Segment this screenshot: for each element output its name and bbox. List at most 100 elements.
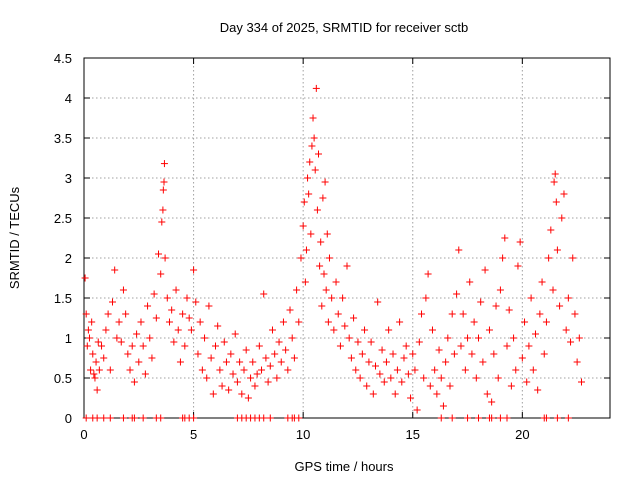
data-point [534, 386, 542, 394]
data-point [282, 346, 290, 354]
data-point [404, 370, 412, 378]
data-points [81, 84, 586, 422]
data-point [85, 334, 93, 342]
data-point [93, 414, 101, 422]
data-point [418, 310, 426, 318]
data-point [328, 294, 336, 302]
data-point [100, 354, 108, 362]
data-point [521, 318, 529, 326]
data-point [229, 370, 237, 378]
data-point [560, 190, 568, 198]
data-point [157, 270, 165, 278]
data-point [564, 414, 572, 422]
data-point [389, 350, 397, 358]
data-point [507, 382, 515, 390]
x-tick-label: 15 [406, 427, 420, 442]
data-point [307, 230, 315, 238]
data-point [312, 84, 320, 92]
data-point [411, 366, 419, 374]
data-point [461, 366, 469, 374]
data-point [496, 286, 504, 294]
data-point [523, 378, 531, 386]
data-point [396, 318, 404, 326]
data-point [165, 318, 173, 326]
x-tick-label: 5 [190, 427, 197, 442]
data-point [185, 314, 193, 322]
data-point [547, 226, 555, 234]
data-point [550, 178, 558, 186]
data-point [573, 358, 581, 366]
data-point [260, 290, 268, 298]
data-point [518, 354, 526, 362]
data-point [393, 366, 401, 374]
data-point [92, 358, 100, 366]
data-point [88, 318, 96, 326]
data-point [119, 414, 127, 422]
data-point [102, 326, 110, 334]
data-point [376, 370, 384, 378]
data-point [304, 174, 312, 182]
data-point [468, 350, 476, 358]
data-point [264, 378, 272, 386]
data-point [477, 298, 485, 306]
data-point [295, 318, 303, 326]
data-point [402, 342, 410, 350]
data-point [318, 302, 326, 310]
data-point [382, 358, 390, 366]
data-point [442, 358, 450, 366]
data-point [313, 206, 321, 214]
y-tick-label: 1 [65, 331, 72, 346]
data-point [339, 294, 347, 302]
data-point [448, 310, 456, 318]
data-point [90, 370, 98, 378]
data-point [407, 394, 415, 402]
data-point [286, 306, 294, 314]
data-point [201, 334, 209, 342]
data-point [104, 310, 112, 318]
data-point [159, 186, 167, 194]
data-point [308, 142, 316, 150]
data-point [203, 374, 211, 382]
data-point [470, 318, 478, 326]
x-axis-label: GPS time / hours [295, 459, 394, 474]
data-point [398, 378, 406, 386]
data-point [168, 306, 176, 314]
data-point [253, 370, 261, 378]
y-tick-label: 3 [65, 171, 72, 186]
data-point [262, 354, 270, 362]
data-point [119, 286, 127, 294]
data-point [209, 390, 217, 398]
y-tick-labels: 0 0.5 1 1.5 2 2.5 3 3.5 4 4.5 [54, 51, 72, 426]
data-point [525, 342, 533, 350]
data-point [542, 414, 550, 422]
data-point [220, 338, 228, 346]
data-point [567, 338, 575, 346]
data-point [290, 354, 298, 362]
data-point [391, 390, 399, 398]
data-point [87, 366, 95, 374]
data-point [311, 166, 319, 174]
data-point [160, 178, 168, 186]
data-point [575, 334, 583, 342]
data-point [578, 378, 586, 386]
data-point [196, 318, 204, 326]
data-point [95, 366, 103, 374]
data-point [369, 390, 377, 398]
data-point [155, 250, 163, 258]
data-point [115, 318, 123, 326]
data-point [297, 254, 305, 262]
data-point [446, 382, 454, 390]
data-point [422, 294, 430, 302]
data-point [222, 358, 230, 366]
data-point [82, 414, 90, 422]
data-point [479, 358, 487, 366]
data-point [433, 390, 441, 398]
data-point [106, 366, 114, 374]
data-point [306, 158, 314, 166]
data-point [322, 286, 330, 294]
data-point [415, 338, 423, 346]
data-point [358, 350, 366, 358]
data-point [431, 366, 439, 374]
data-point [501, 234, 509, 242]
data-point [483, 390, 491, 398]
